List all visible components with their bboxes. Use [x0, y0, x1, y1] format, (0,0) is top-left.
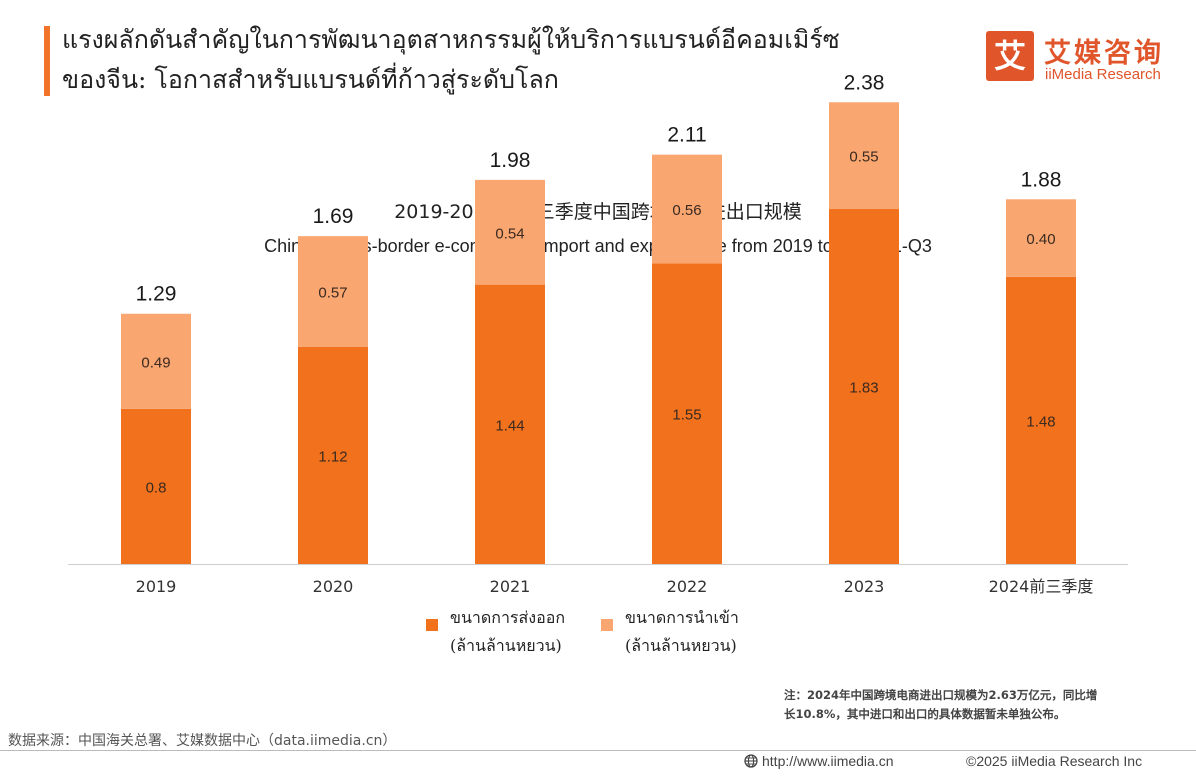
page-title-line1: แรงผลักดันสำคัญในการพัฒนาอุตสาหกรรมผู้ให… — [62, 25, 840, 54]
bar-import — [1006, 199, 1076, 277]
data-label-import: 0.57 — [318, 284, 347, 301]
data-label-export: 1.55 — [672, 407, 701, 424]
chart-subtitle: China's cross-border e-commerce import a… — [264, 236, 932, 256]
data-label-import: 0.54 — [495, 225, 524, 242]
data-label-export: 1.12 — [318, 448, 347, 465]
x-tick-label: 2022 — [667, 577, 708, 596]
x-tick-label: 2024前三季度 — [989, 577, 1094, 596]
page-title: แรงผลักดันสำคัญในการพัฒนาอุตสาหกรรมผู้ให… — [62, 20, 942, 100]
data-label-export: 0.8 — [146, 479, 167, 496]
chart-footnote: 注：2024年中国跨境电商进出口规模为2.63万亿元，同比增 长10.8%，其中… — [784, 688, 1098, 721]
bar-export — [475, 284, 545, 564]
data-label-total: 1.98 — [490, 149, 531, 172]
logo-chinese-name: 艾媒咨询 — [1044, 38, 1164, 69]
logo-mark-icon: 艾 — [986, 31, 1034, 81]
data-label-export: 1.83 — [849, 379, 878, 396]
x-tick-label: 2021 — [490, 577, 531, 596]
title-accent-bar — [44, 26, 50, 96]
data-label-export: 1.44 — [495, 417, 524, 434]
globe-icon — [744, 754, 758, 768]
x-tick-label: 2023 — [844, 577, 885, 596]
legend-label-export: ขนาดการส่งออก (ล้านล้านหยวน) — [450, 608, 565, 655]
data-label-import: 0.56 — [672, 202, 701, 219]
bar-export — [121, 408, 191, 564]
bar-export — [1006, 276, 1076, 564]
legend-swatch-export — [426, 619, 438, 631]
legend-swatch-import — [601, 619, 613, 631]
data-label-total: 2.38 — [844, 71, 885, 94]
x-tick-label: 2020 — [313, 577, 354, 596]
data-label-export: 1.48 — [1026, 413, 1055, 430]
data-label-total: 1.69 — [313, 205, 354, 228]
footer-divider — [0, 750, 1196, 751]
data-label-total: 1.88 — [1021, 168, 1062, 191]
data-label-total: 1.29 — [136, 283, 177, 306]
data-label-import: 0.55 — [849, 149, 878, 166]
data-source: 数据来源：中国海关总署、艾媒数据中心（data.iimedia.cn） — [8, 733, 397, 749]
bar-export — [829, 208, 899, 565]
bar-import — [475, 179, 545, 285]
data-label-import: 0.40 — [1026, 231, 1055, 248]
x-tick-label: 2019 — [136, 577, 177, 596]
data-label-import: 0.49 — [141, 354, 170, 371]
bar-import — [121, 313, 191, 409]
bar-export — [652, 263, 722, 564]
data-label-total: 2.11 — [667, 124, 706, 147]
bar-export — [298, 346, 368, 564]
iimedia-logo: 艾 艾媒咨询 iiMedia Research — [986, 31, 1186, 87]
logo-english-name: iiMedia Research — [1045, 66, 1161, 83]
bar-import — [298, 236, 368, 347]
legend-label-import: ขนาดการนำเข้า (ล้านล้านหยวน) — [625, 608, 739, 655]
bar-import — [652, 154, 722, 264]
footer-website-link[interactable]: http://www.iimedia.cn — [744, 753, 894, 769]
page-title-line2: ของจีน: โอกาสสำหรับแบรนด์ที่ก้าวสู่ระดับ… — [62, 65, 559, 94]
footer-copyright: ©2025 iiMedia Research Inc — [966, 753, 1143, 769]
bar-import — [829, 102, 899, 209]
